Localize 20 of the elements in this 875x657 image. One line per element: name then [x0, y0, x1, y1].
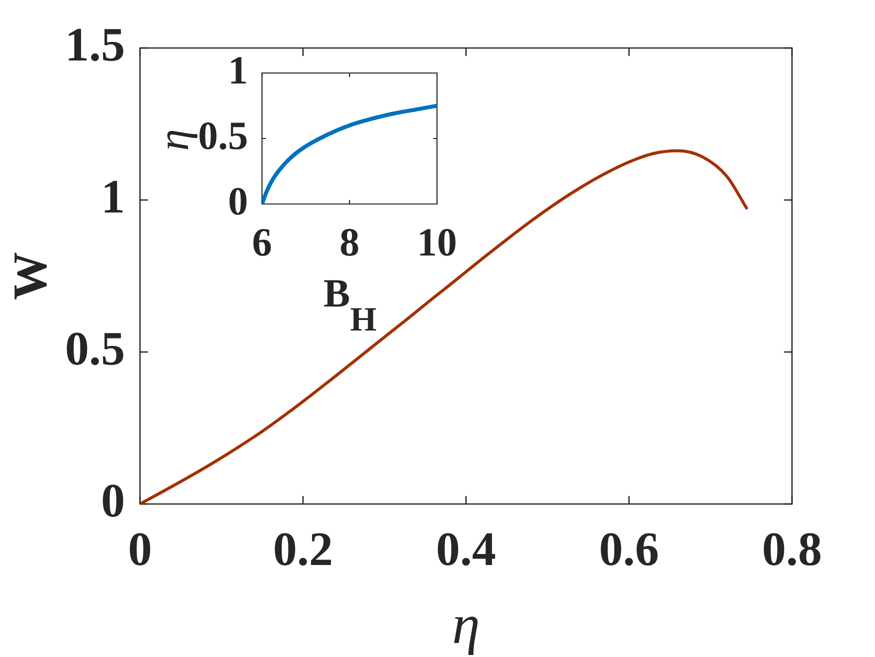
x-tick-label: 0.8: [762, 523, 822, 576]
y-tick-label: 1: [228, 47, 248, 92]
x-axis-title: η: [452, 594, 480, 656]
x-tick-label: 8: [340, 219, 360, 264]
y-tick-label: 1: [101, 170, 125, 224]
line-series: [140, 149, 749, 504]
x-tick-label: 0.6: [599, 523, 659, 576]
x-tick-label: 0.4: [436, 523, 496, 576]
y-axis-title: η: [149, 129, 198, 151]
line-series: [262, 104, 437, 204]
x-tick-label: 0.2: [273, 523, 333, 576]
y-tick-label: 1.5: [65, 18, 125, 72]
y-axis-title: W: [4, 252, 57, 300]
x-tick-label: 10: [417, 219, 457, 264]
y-tick-label: 0.5: [65, 322, 125, 376]
y-tick-label: 0: [228, 178, 248, 224]
x-tick-label: 6: [252, 219, 272, 264]
x-axis-title: B$_{H}$: [323, 270, 377, 339]
y-tick-label: 0: [101, 474, 125, 528]
y-tick-label: 0.5: [198, 112, 248, 158]
